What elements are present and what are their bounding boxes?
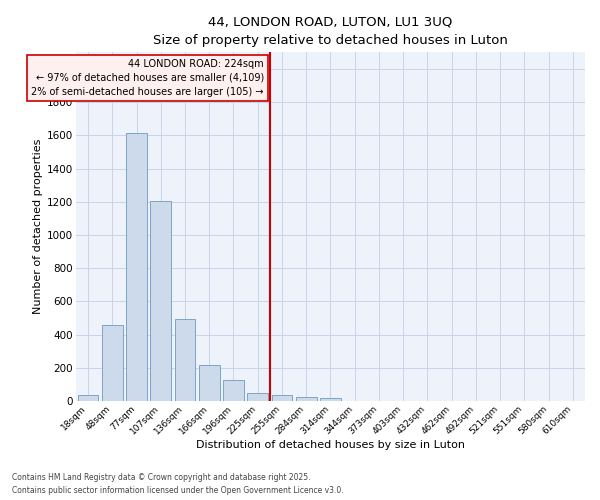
Title: 44, LONDON ROAD, LUTON, LU1 3UQ
Size of property relative to detached houses in : 44, LONDON ROAD, LUTON, LU1 3UQ Size of … [153,15,508,47]
Bar [296,397,317,401]
Bar [272,395,292,401]
Bar [247,392,268,401]
Bar [102,326,122,401]
Y-axis label: Number of detached properties: Number of detached properties [32,139,43,314]
Bar [78,395,98,401]
Bar [151,201,171,401]
Bar [320,398,341,401]
Text: 44 LONDON ROAD: 224sqm
← 97% of detached houses are smaller (4,109)
2% of semi-d: 44 LONDON ROAD: 224sqm ← 97% of detached… [31,59,264,97]
Bar [175,319,195,401]
Bar [223,380,244,401]
Text: Contains HM Land Registry data © Crown copyright and database right 2025.
Contai: Contains HM Land Registry data © Crown c… [12,474,344,495]
X-axis label: Distribution of detached houses by size in Luton: Distribution of detached houses by size … [196,440,465,450]
Bar [199,366,220,401]
Bar [126,133,147,401]
